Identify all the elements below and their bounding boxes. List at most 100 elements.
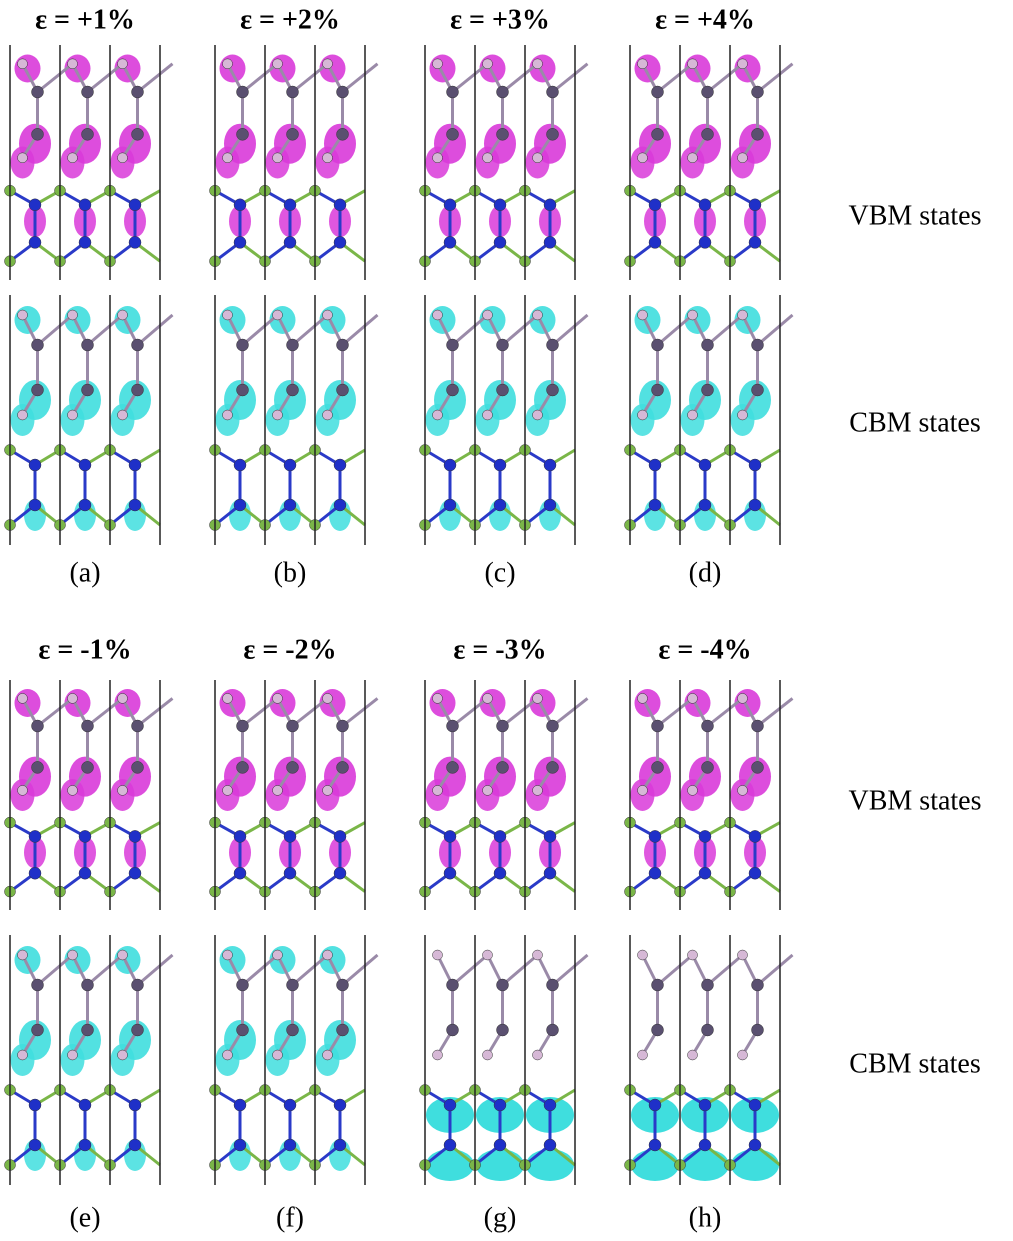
atom: [447, 128, 459, 140]
atom: [533, 59, 543, 69]
atom: [494, 867, 506, 879]
atom: [649, 1139, 661, 1151]
bond: [138, 955, 173, 985]
orbital-lobe: [220, 689, 246, 717]
bond: [553, 698, 588, 726]
atom: [649, 499, 661, 511]
atom: [649, 867, 661, 879]
orbital-lobe: [430, 689, 456, 717]
bond: [453, 698, 488, 726]
atom: [79, 1139, 91, 1151]
bond: [658, 315, 693, 345]
atom: [533, 785, 543, 795]
atom: [32, 128, 44, 140]
strain-title: ε = -4%: [658, 634, 751, 665]
atom: [649, 236, 661, 248]
atom: [738, 410, 748, 420]
atom: [752, 384, 764, 396]
bond: [243, 955, 278, 985]
atom: [533, 153, 543, 163]
atom: [749, 499, 761, 511]
atom: [547, 128, 559, 140]
atom: [652, 86, 664, 98]
atom: [323, 153, 333, 163]
orbital-lobe: [430, 55, 456, 83]
bond: [708, 955, 743, 985]
atom: [234, 459, 246, 471]
atom: [234, 867, 246, 879]
bond: [343, 698, 378, 726]
atom: [284, 867, 296, 879]
atom: [132, 339, 144, 351]
panel-caption: (g): [484, 1202, 517, 1233]
atom: [483, 1050, 493, 1060]
atom: [738, 785, 748, 795]
atom: [433, 1050, 443, 1060]
atom: [129, 1099, 141, 1111]
atom: [234, 199, 246, 211]
row-label: CBM states: [849, 407, 980, 438]
atom: [132, 1024, 144, 1036]
bond: [453, 955, 488, 985]
atom: [544, 499, 556, 511]
atom: [649, 1099, 661, 1111]
atom: [494, 236, 506, 248]
atom: [337, 761, 349, 773]
atom: [337, 86, 349, 98]
atom: [337, 1024, 349, 1036]
atom: [334, 459, 346, 471]
atom: [544, 199, 556, 211]
atom: [752, 979, 764, 991]
atom: [132, 761, 144, 773]
atom: [533, 1050, 543, 1060]
orbital-lobe: [631, 1149, 679, 1181]
atom: [483, 310, 493, 320]
atom: [284, 199, 296, 211]
orbital-lobe: [635, 55, 661, 83]
vbm-density-panel: [5, 680, 173, 910]
bond: [38, 698, 73, 726]
atom: [447, 720, 459, 732]
atom: [234, 499, 246, 511]
atom: [638, 59, 648, 69]
atom: [699, 459, 711, 471]
atom: [132, 979, 144, 991]
atom: [337, 128, 349, 140]
panel-caption: (h): [689, 1202, 722, 1233]
atom: [68, 153, 78, 163]
atom: [749, 867, 761, 879]
atom: [68, 59, 78, 69]
atom: [82, 339, 94, 351]
atom: [444, 1139, 456, 1151]
atom: [497, 128, 509, 140]
atom: [118, 410, 128, 420]
atom: [334, 1099, 346, 1111]
atom: [132, 128, 144, 140]
atom: [444, 867, 456, 879]
bond: [658, 955, 693, 985]
atom: [702, 128, 714, 140]
bond: [503, 955, 538, 985]
atom: [273, 410, 283, 420]
bond: [38, 315, 73, 345]
atom: [287, 128, 299, 140]
atom: [497, 1024, 509, 1036]
atom: [284, 830, 296, 842]
atom: [334, 1139, 346, 1151]
atom: [638, 310, 648, 320]
bond: [553, 64, 588, 92]
atom: [223, 785, 233, 795]
atom: [494, 1099, 506, 1111]
atom: [273, 785, 283, 795]
atom: [29, 499, 41, 511]
bond: [708, 64, 743, 92]
atom: [702, 761, 714, 773]
atom: [129, 199, 141, 211]
atom: [287, 761, 299, 773]
atom: [18, 693, 28, 703]
bond: [758, 955, 793, 985]
atom: [323, 59, 333, 69]
atom: [334, 499, 346, 511]
atom: [118, 1050, 128, 1060]
bond: [758, 64, 793, 92]
